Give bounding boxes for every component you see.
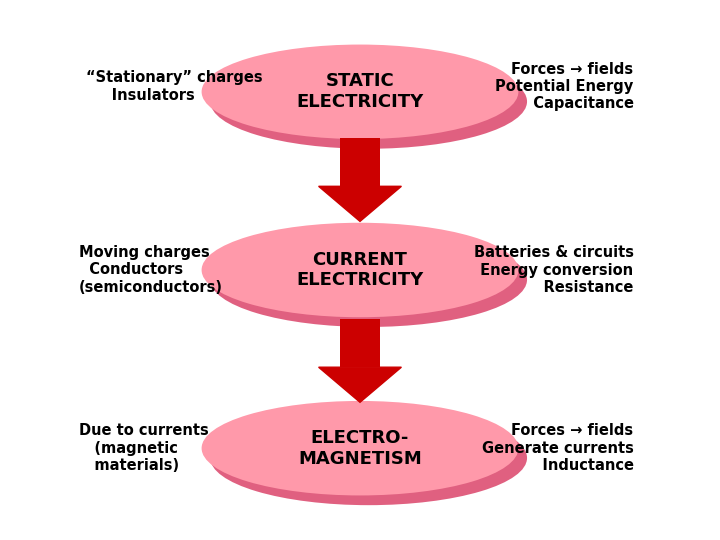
Bar xyxy=(340,319,380,367)
Polygon shape xyxy=(319,367,402,402)
Text: Forces → fields
Generate currents
   Inductance: Forces → fields Generate currents Induct… xyxy=(482,423,634,473)
Text: “Stationary” charges
     Insulators: “Stationary” charges Insulators xyxy=(86,70,263,103)
Text: Moving charges
  Conductors
(semiconductors): Moving charges Conductors (semiconductor… xyxy=(79,245,223,295)
Text: Forces → fields
Potential Energy
  Capacitance: Forces → fields Potential Energy Capacit… xyxy=(495,62,634,111)
Text: Batteries & circuits
 Energy conversion
    Resistance: Batteries & circuits Energy conversion R… xyxy=(474,245,634,295)
Ellipse shape xyxy=(202,44,518,139)
Ellipse shape xyxy=(202,401,518,496)
Ellipse shape xyxy=(210,232,527,327)
Bar xyxy=(340,138,380,186)
Text: Due to currents
   (magnetic
   materials): Due to currents (magnetic materials) xyxy=(79,423,209,473)
Ellipse shape xyxy=(210,54,527,149)
Text: STATIC
ELECTRICITY: STATIC ELECTRICITY xyxy=(297,72,423,111)
Text: CURRENT
ELECTRICITY: CURRENT ELECTRICITY xyxy=(297,251,423,289)
Ellipse shape xyxy=(202,222,518,317)
Text: ELECTRO-
MAGNETISM: ELECTRO- MAGNETISM xyxy=(298,429,422,468)
Ellipse shape xyxy=(210,410,527,505)
Polygon shape xyxy=(319,186,402,221)
